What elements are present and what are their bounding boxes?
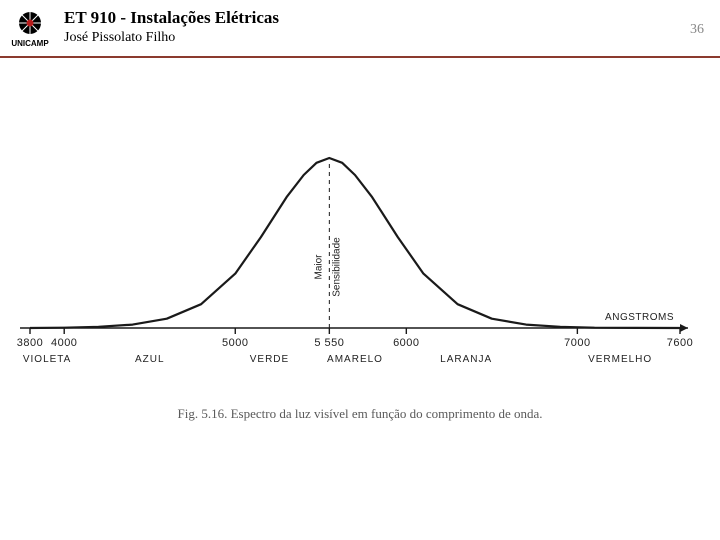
author-name: José Pissolato Filho (64, 30, 690, 46)
svg-text:VERMELHO: VERMELHO (588, 354, 652, 365)
svg-text:7000: 7000 (564, 337, 590, 349)
course-title: ET 910 - Instalações Elétricas (64, 8, 690, 28)
svg-text:LARANJA: LARANJA (440, 354, 492, 365)
svg-text:AZUL: AZUL (135, 354, 165, 365)
svg-text:5000: 5000 (222, 337, 248, 349)
slide-header: UNICAMP ET 910 - Instalações Elétricas J… (0, 0, 720, 58)
title-block: ET 910 - Instalações Elétricas José Piss… (64, 8, 690, 46)
svg-text:3800: 3800 (17, 337, 43, 349)
svg-text:ANGSTROMS: ANGSTROMS (605, 312, 674, 323)
page-number: 36 (690, 22, 704, 38)
svg-text:UNICAMP: UNICAMP (11, 39, 49, 48)
svg-text:VIOLETA: VIOLETA (23, 354, 72, 365)
figure-caption: Fig. 5.16. Espectro da luz visível em fu… (0, 406, 720, 422)
svg-text:4000: 4000 (51, 337, 77, 349)
svg-text:AMARELO: AMARELO (327, 354, 383, 365)
svg-text:Maior: Maior (313, 254, 324, 280)
spectrum-chart: 3800 4000 5000 5 550 6000 7000 7600 VIOLETA AZUL… (0, 98, 720, 398)
svg-text:5 550: 5 550 (314, 337, 344, 349)
svg-text:VERDE: VERDE (250, 354, 289, 365)
unicamp-logo: UNICAMP (8, 8, 52, 52)
spectrum-figure: 3800 4000 5000 5 550 6000 7000 7600 VIOLETA AZUL… (0, 98, 720, 448)
svg-text:Sensibilidade: Sensibilidade (331, 237, 342, 297)
svg-text:7600: 7600 (667, 337, 693, 349)
svg-text:6000: 6000 (393, 337, 419, 349)
